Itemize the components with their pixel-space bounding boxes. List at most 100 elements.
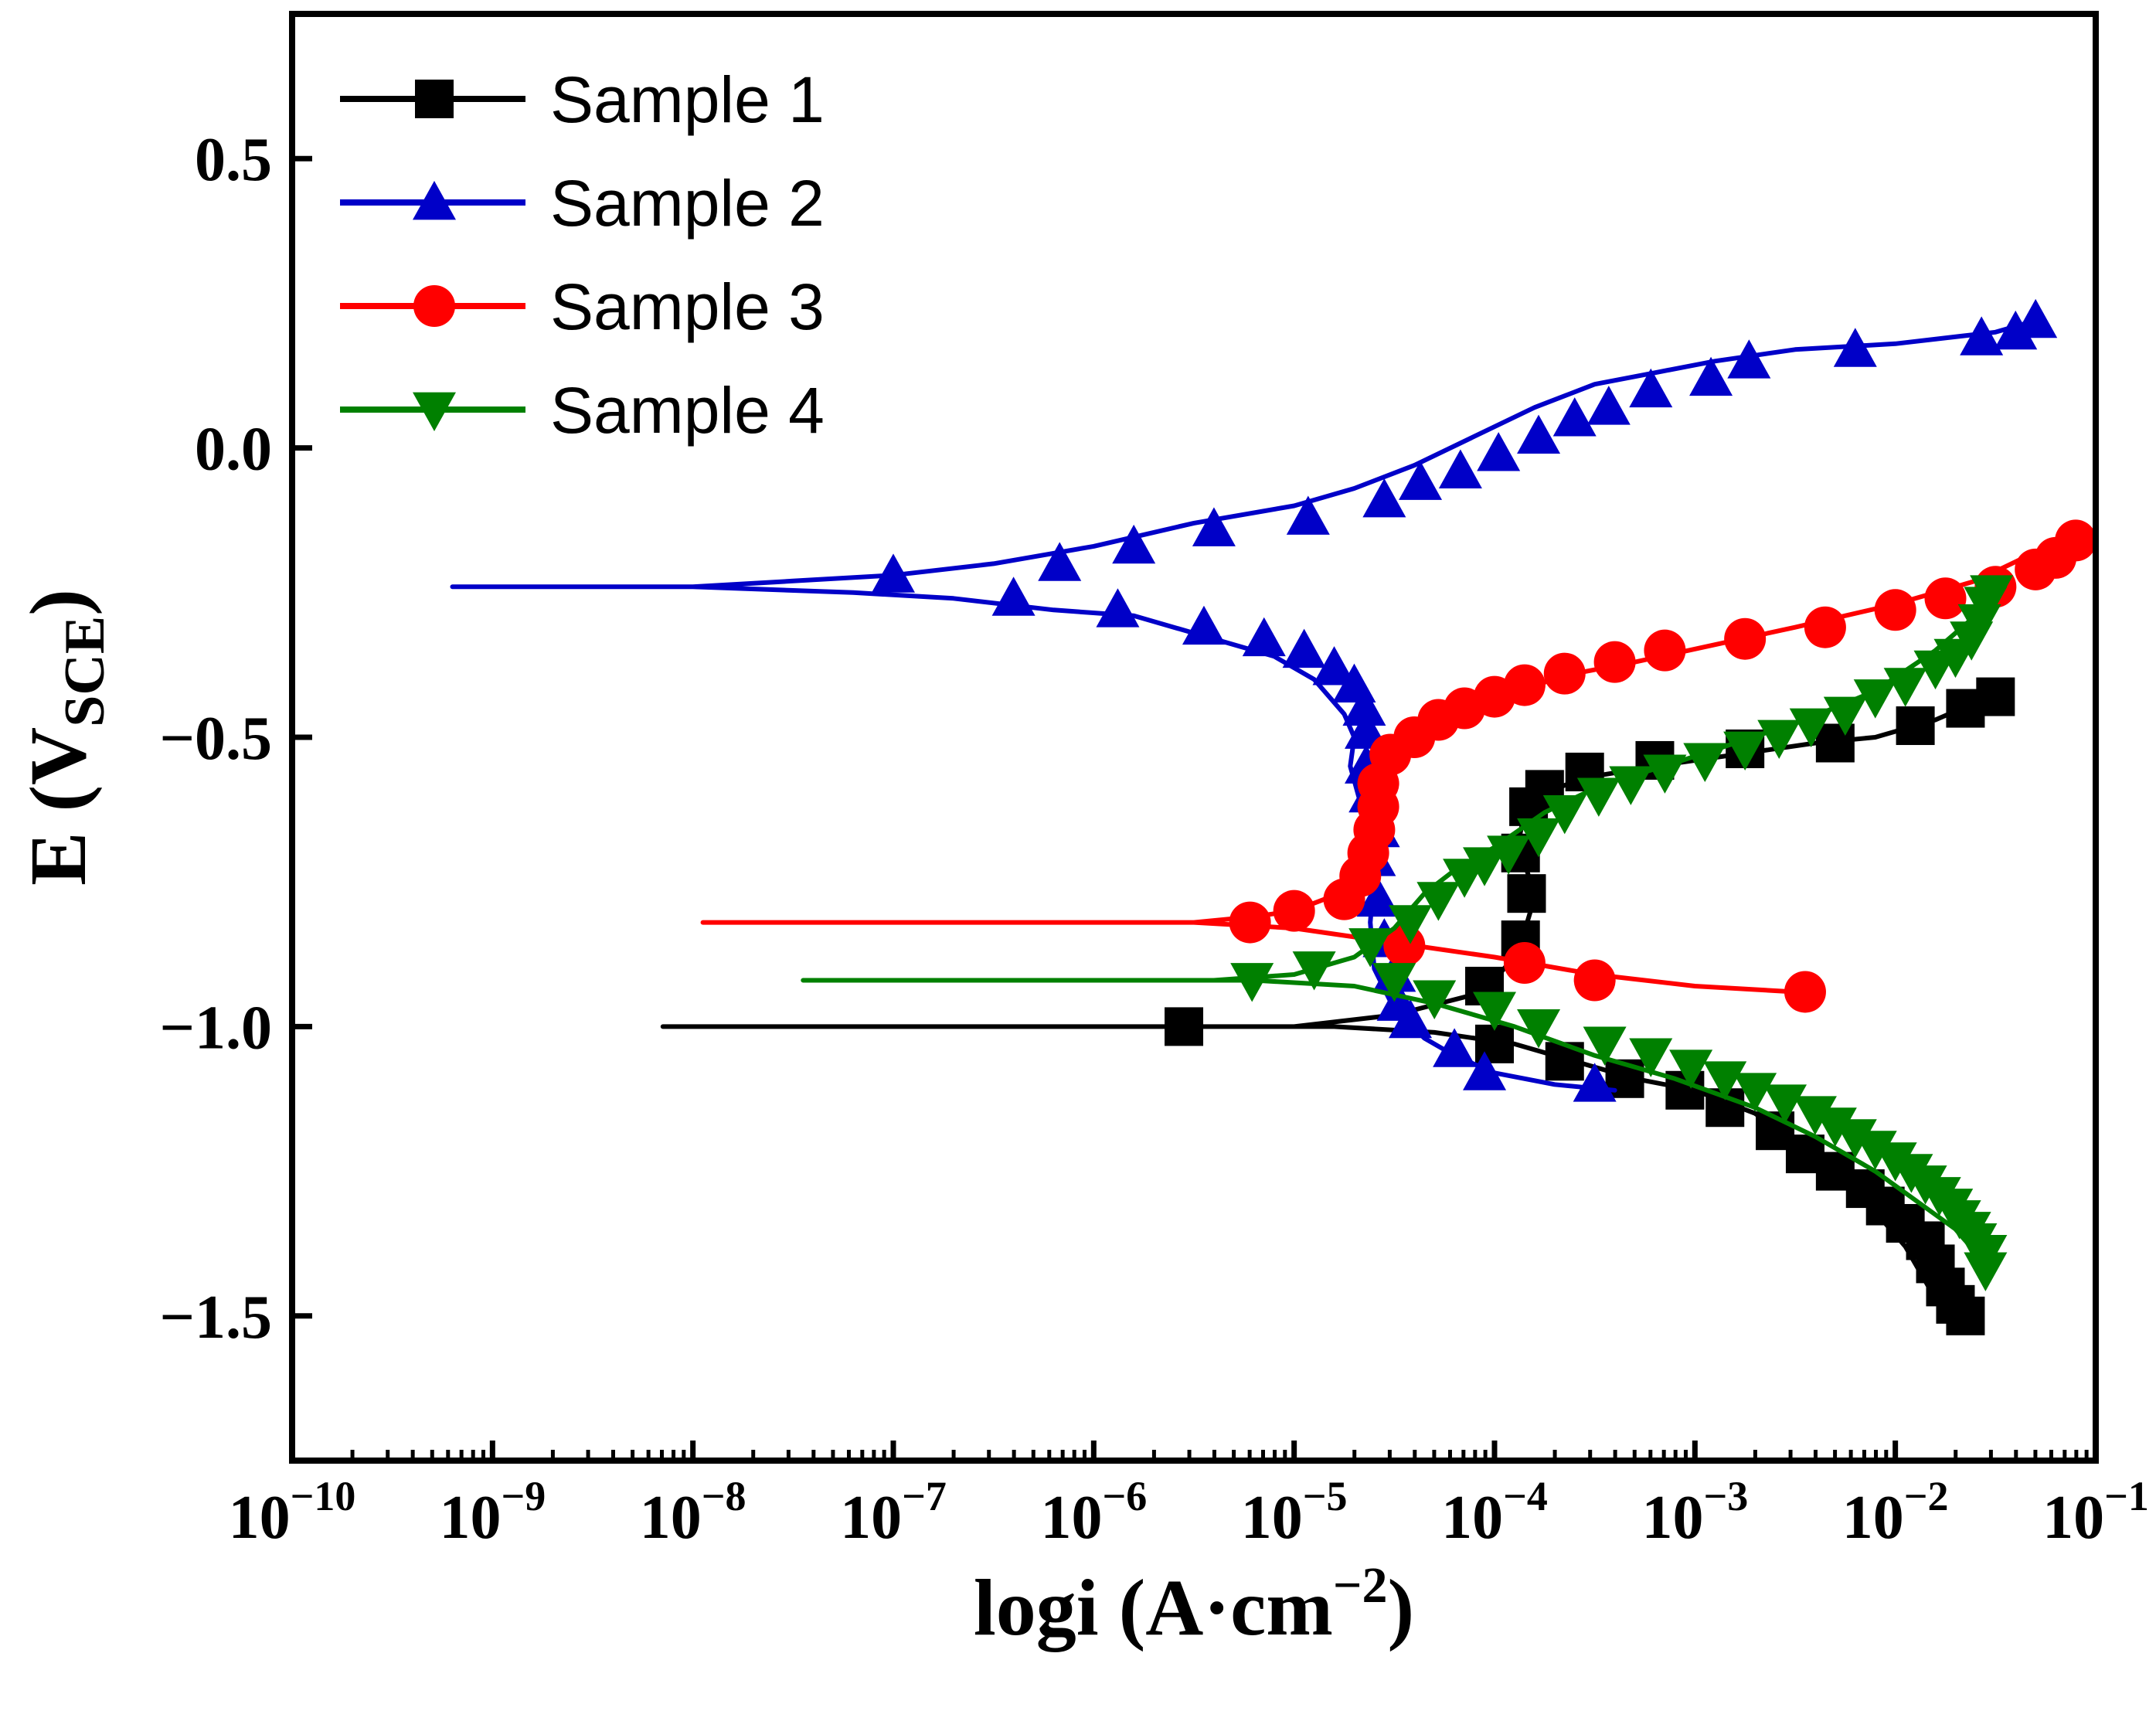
data-point [1924,577,1967,620]
data-point [2055,519,2097,562]
y-tick-label: 0.5 [195,126,272,194]
data-point [1356,877,1400,917]
data-point [1348,928,1393,968]
data-point [1503,942,1546,985]
data-point [1883,668,1927,707]
data-point [991,577,1035,616]
x-tick-label: 10−5 [1241,1473,1348,1552]
y-tick-label: 0.0 [195,416,272,484]
data-point [1643,754,1687,794]
data-point [2014,298,2058,338]
x-tick-label: 10−10 [229,1473,356,1552]
data-point [1372,963,1416,1002]
data-point [1804,606,1846,648]
data-point [872,553,915,593]
data-point [1282,628,1326,668]
data-point [1342,686,1386,726]
x-tick-label: 10−6 [1040,1473,1147,1552]
data-point [1583,1026,1627,1066]
data-point [1833,328,1877,367]
y-axis-title: E (VSCE) [14,589,117,886]
data-point [1552,397,1597,437]
plot-frame [289,11,2099,1464]
data-point [1793,1096,1837,1135]
data-point [1823,696,1867,736]
data-point [1964,1252,2008,1291]
data-point [1960,316,2004,355]
data-point [1976,677,2015,716]
y-tick-label: −0.5 [159,705,272,773]
data-point [1399,461,1443,500]
data-point [1312,646,1356,685]
data-point [1242,617,1286,657]
axis-layer: 10−10 10−9 10−8 10−7 10−6 10−5 10−4 10−3 10−2 10−… [159,126,2148,1552]
legend-item: Sample 3 [340,270,825,343]
legend: Sample 1 Sample 2 Sample 3 Sample 4 [340,63,825,447]
data-point [1789,708,1833,748]
data-point [1229,901,1271,944]
legend-marker [413,392,456,431]
y-tick-label: −1.5 [159,1284,272,1352]
series-4 [801,575,2014,1291]
data-point [1487,835,1531,875]
data-point [1609,766,1653,805]
data-point [1362,478,1406,518]
series-layer [450,298,2097,1335]
data-point [1874,589,1916,631]
data-point [1586,386,1631,425]
data-point [1576,777,1620,817]
data-point [1273,890,1315,932]
data-point [1517,818,1561,858]
legend-item: Sample 1 [340,63,825,136]
x-tick-label: 10−8 [640,1473,746,1552]
data-point [1853,1131,1897,1170]
data-point [1970,575,2014,614]
data-point [1292,951,1336,991]
data-point [1192,507,1236,546]
data-point [1286,495,1330,535]
data-point [1629,1038,1673,1077]
legend-item: Sample 2 [340,167,825,240]
data-point [1946,1296,1985,1335]
data-point [1644,629,1686,672]
data-point [1503,664,1546,706]
data-point [1727,339,1771,379]
legend-marker [413,285,455,327]
legend-item: Sample 4 [340,374,825,447]
data-point [1853,679,1897,719]
data-point [1389,998,1433,1039]
data-point [1438,449,1482,488]
legend-label: Sample 2 [550,167,825,240]
data-point [1112,524,1156,564]
data-point [1507,874,1546,913]
x-tick-label: 10−3 [1641,1473,1748,1552]
data-point [1593,641,1636,683]
data-point [1573,1063,1617,1102]
data-point [1573,959,1616,1002]
data-point [1416,882,1461,921]
data-point [1165,1007,1204,1046]
legend-marker [413,181,456,220]
data-point [1813,1107,1857,1147]
data-point [1723,731,1767,770]
data-point [1896,706,1935,746]
data-point [1542,794,1586,835]
data-point [1703,1061,1747,1100]
data-point [1833,1119,1877,1158]
data-point [1413,980,1457,1019]
x-tick-label: 10−1 [2042,1473,2149,1552]
data-point [1689,356,1733,396]
x-tick-label: 10−7 [840,1473,947,1552]
data-point [1038,542,1082,581]
data-point [1517,1009,1561,1049]
data-point [1815,723,1855,763]
data-point [1733,1073,1777,1112]
series-3 [700,519,2097,1013]
data-point [1463,1051,1507,1090]
legend-marker [415,80,454,118]
data-point [1463,847,1507,886]
x-tick-label: 10−4 [1441,1473,1548,1552]
data-point [1629,368,1673,408]
